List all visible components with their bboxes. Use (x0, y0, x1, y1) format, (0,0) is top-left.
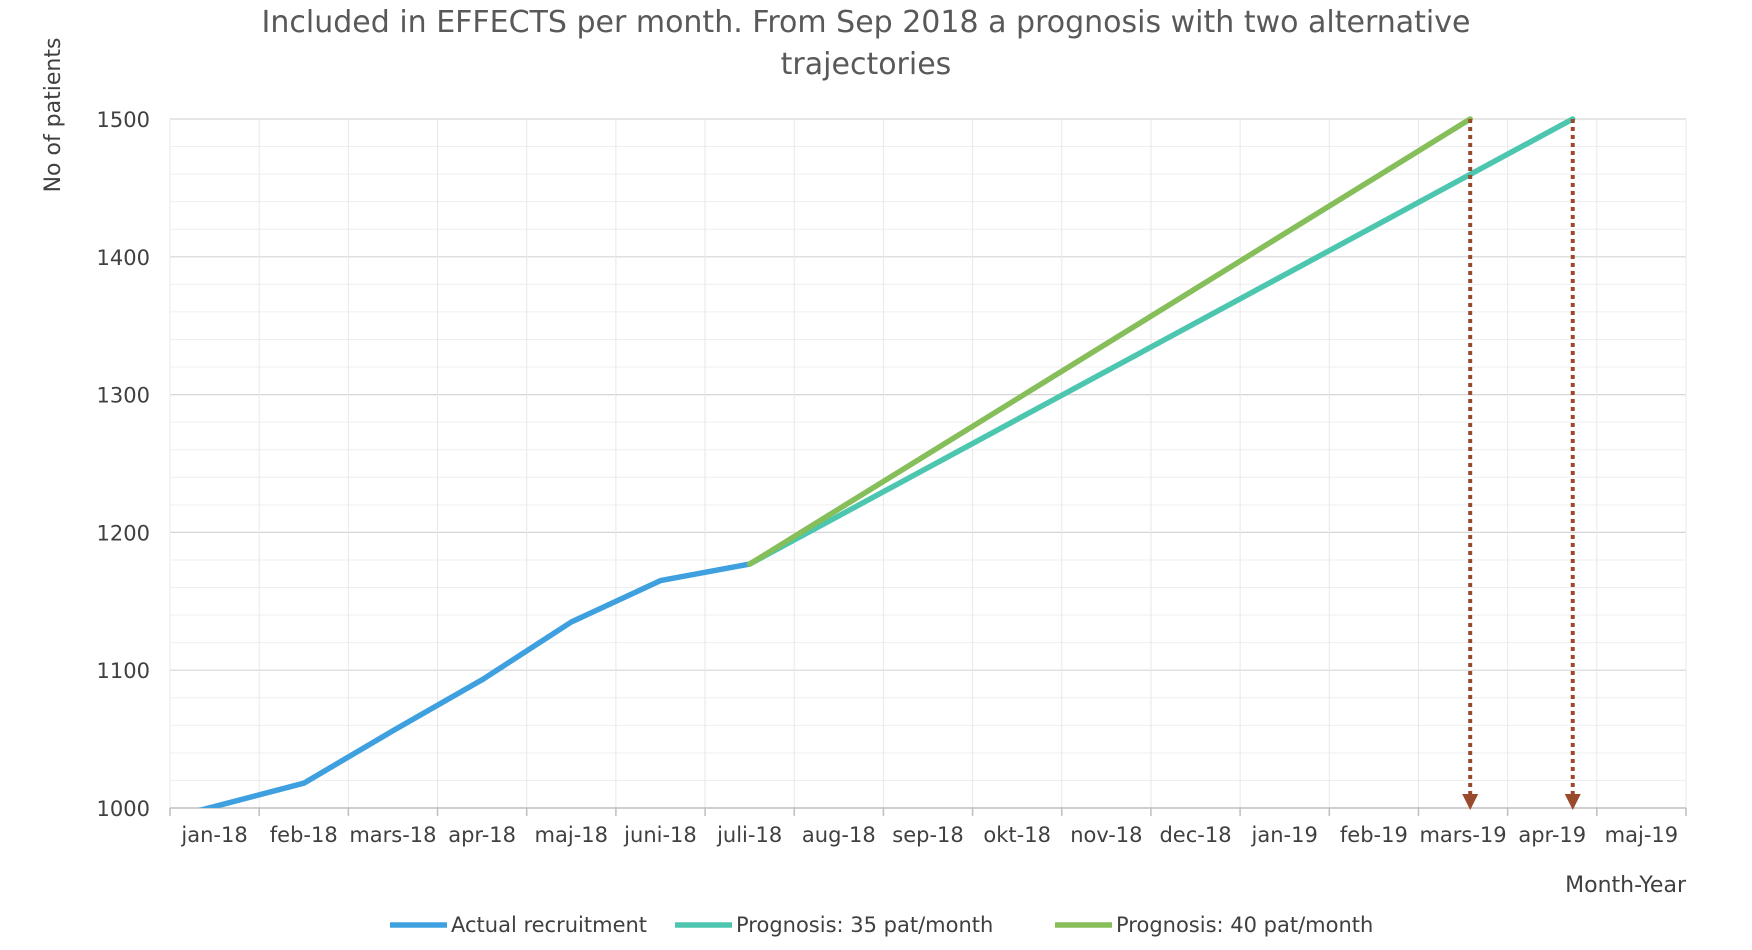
legend-label: Prognosis: 40 pat/month (1116, 913, 1373, 937)
y-tick-label: 1100 (97, 659, 150, 683)
x-tick-label: maj-18 (535, 823, 608, 847)
x-axis: jan-18 feb-18 mars-18 apr-18 maj-18 juni-18 ju… (169, 807, 1687, 847)
y-axis-title: No of patients (41, 38, 66, 193)
x-tick-label: okt-18 (983, 823, 1051, 847)
y-tick-label: 1000 (97, 797, 150, 821)
x-tick-label: maj-19 (1605, 823, 1678, 847)
minor-gridlines (170, 146, 1686, 781)
series-layer (197, 116, 1576, 808)
y-tick-label: 1200 (97, 521, 150, 545)
x-tick-label: aug-18 (802, 823, 876, 847)
x-tick-label: dec-18 (1159, 823, 1231, 847)
y-tick-label: 1300 (97, 384, 150, 408)
y-tick-label: 1400 (97, 246, 150, 270)
x-tick-label: feb-18 (270, 823, 338, 847)
x-tick-label: juni-18 (623, 823, 697, 847)
x-tick-label: apr-19 (1518, 823, 1586, 847)
y-tick-label: 1500 (97, 108, 150, 132)
x-tick-label: apr-18 (448, 823, 516, 847)
x-tick-label: nov-18 (1070, 823, 1142, 847)
arrow-head-2 (1564, 794, 1581, 810)
legend-label: Actual recruitment (451, 913, 647, 937)
vertical-gridlines (169, 119, 1687, 808)
chart-title-line-2: trajectories (781, 47, 952, 82)
legend: Actual recruitment Prognosis: 35 pat/mont… (390, 913, 1373, 937)
y-axis-ticks: 1000 1100 1200 1300 1400 1500 (97, 108, 150, 821)
x-tick-label: feb-19 (1340, 823, 1408, 847)
major-gridlines (170, 118, 1686, 671)
arrow-head-1 (1462, 794, 1479, 810)
x-tick-label: jan-18 (180, 823, 247, 847)
x-tick-label: sep-18 (892, 823, 964, 847)
annotation-layer (1462, 119, 1581, 810)
series-line-3 (746, 116, 1473, 567)
chart-title-line-1: Included in EFFECTS per month. From Sep … (262, 5, 1471, 40)
x-tick-label: jan-19 (1251, 823, 1318, 847)
chart-title: Included in EFFECTS per month. From Sep … (262, 5, 1471, 82)
x-tick-label: juli-18 (716, 823, 782, 847)
x-tick-label: mars-18 (349, 823, 436, 847)
x-tick-label: mars-19 (1419, 823, 1506, 847)
x-axis-title: Month-Year (1565, 873, 1687, 898)
series-line-1 (197, 561, 753, 808)
series-line-2 (746, 116, 1576, 567)
legend-label: Prognosis: 35 pat/month (736, 913, 993, 937)
